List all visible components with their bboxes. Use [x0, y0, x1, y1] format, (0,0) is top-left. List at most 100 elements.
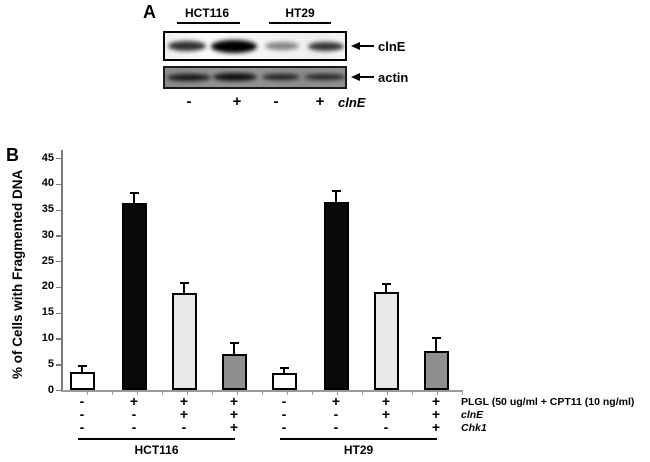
error-bar-cap [179, 282, 189, 285]
x-tick [262, 391, 263, 395]
clnE-band [265, 42, 299, 50]
panel-b-label: B [6, 145, 19, 165]
error-bar [335, 191, 337, 202]
clne-arrow-line [359, 44, 374, 48]
condition-sign: - [79, 393, 85, 409]
panel-a-group-header-hct116: HCT116 [184, 6, 230, 20]
x-tick [387, 391, 388, 395]
condition-sign: - [281, 393, 287, 409]
condition-sign: + [431, 406, 441, 422]
actin-blot-label: actin [378, 70, 409, 85]
panel-a-lane-signs-label: clnE [338, 95, 366, 110]
y-tick [56, 390, 62, 392]
bar [271, 372, 297, 390]
condition-row-label: PLGL (50 ug/ml + CPT11 (10 ng/ml) [461, 396, 635, 408]
y-tick [56, 338, 62, 340]
error-bar [385, 284, 387, 293]
error-bar-cap [129, 191, 139, 194]
actin-band [262, 74, 300, 80]
x-tick [287, 391, 288, 395]
condition-sign: + [129, 393, 139, 409]
error-bar [81, 366, 83, 372]
x-tick [87, 391, 88, 395]
condition-row-label: clnE [461, 409, 484, 421]
bar [221, 353, 247, 390]
y-tick-label: 45 [41, 151, 54, 164]
actin-arrow-line [359, 75, 374, 79]
x-tick [187, 391, 188, 395]
error-bar [283, 368, 285, 373]
error-bar-cap [381, 282, 391, 285]
error-bar [233, 343, 235, 354]
actin-band [304, 74, 346, 80]
bar [171, 293, 197, 390]
actin-band [213, 73, 257, 81]
x-tick [237, 391, 238, 395]
x-tick [212, 391, 213, 395]
clnE-band [308, 41, 344, 51]
condition-sign: + [331, 393, 341, 409]
condition-sign: + [179, 393, 189, 409]
y-tick [56, 183, 62, 186]
error-bar-cap [279, 367, 289, 370]
y-tick [56, 261, 62, 263]
condition-sign: + [229, 393, 239, 409]
error-bar-cap [431, 336, 441, 339]
x-axis-line [61, 390, 463, 392]
condition-sign: - [333, 419, 339, 435]
x-tick [137, 391, 138, 395]
clnE-band [211, 39, 257, 53]
y-tick-label: 15 [41, 306, 54, 319]
condition-sign: - [79, 406, 85, 422]
y-tick [56, 364, 62, 366]
condition-sign: + [229, 419, 239, 435]
condition-sign: - [333, 406, 339, 422]
condition-sign: + [381, 406, 391, 422]
bar [373, 292, 399, 390]
condition-sign: + [381, 393, 391, 409]
condition-sign: - [281, 419, 287, 435]
x-tick [362, 391, 363, 395]
actin-band [167, 73, 211, 81]
condition-sign: - [131, 419, 137, 435]
clne-arrow-icon [351, 41, 360, 50]
y-tick-label: 40 [41, 177, 54, 190]
condition-sign: - [383, 419, 389, 435]
x-tick [462, 391, 463, 395]
error-bar-cap [229, 342, 239, 345]
y-tick [56, 312, 62, 314]
y-tick [56, 235, 62, 237]
y-tick [56, 286, 62, 289]
condition-sign: - [181, 419, 187, 435]
error-bar [183, 283, 185, 294]
group-underline [280, 438, 437, 440]
condition-sign: + [431, 393, 441, 409]
y-tick-label: 30 [41, 228, 54, 241]
bar [323, 201, 349, 390]
bar [121, 202, 147, 390]
panel-a-lane-sign: - [273, 93, 279, 110]
condition-row-label: Chk1 [461, 422, 487, 434]
group-underline [78, 438, 235, 440]
y-tick-label: 35 [41, 203, 54, 216]
group-label: HT29 [343, 443, 374, 457]
bar [423, 351, 449, 390]
condition-sign: + [229, 406, 239, 422]
panel-a-label: A [143, 2, 156, 22]
x-tick [112, 391, 113, 395]
y-tick-label: 5 [47, 357, 54, 370]
bar [69, 371, 95, 390]
condition-sign: - [79, 419, 85, 435]
actin-arrow-icon [351, 72, 360, 81]
condition-sign: - [131, 406, 137, 422]
error-bar [133, 193, 135, 203]
x-tick [337, 391, 338, 395]
error-bar [435, 338, 437, 352]
x-tick [412, 391, 413, 395]
panel-a-group-header-ht29: HT29 [285, 6, 315, 20]
condition-sign: - [281, 406, 287, 422]
condition-sign: + [179, 406, 189, 422]
x-tick [312, 391, 313, 395]
